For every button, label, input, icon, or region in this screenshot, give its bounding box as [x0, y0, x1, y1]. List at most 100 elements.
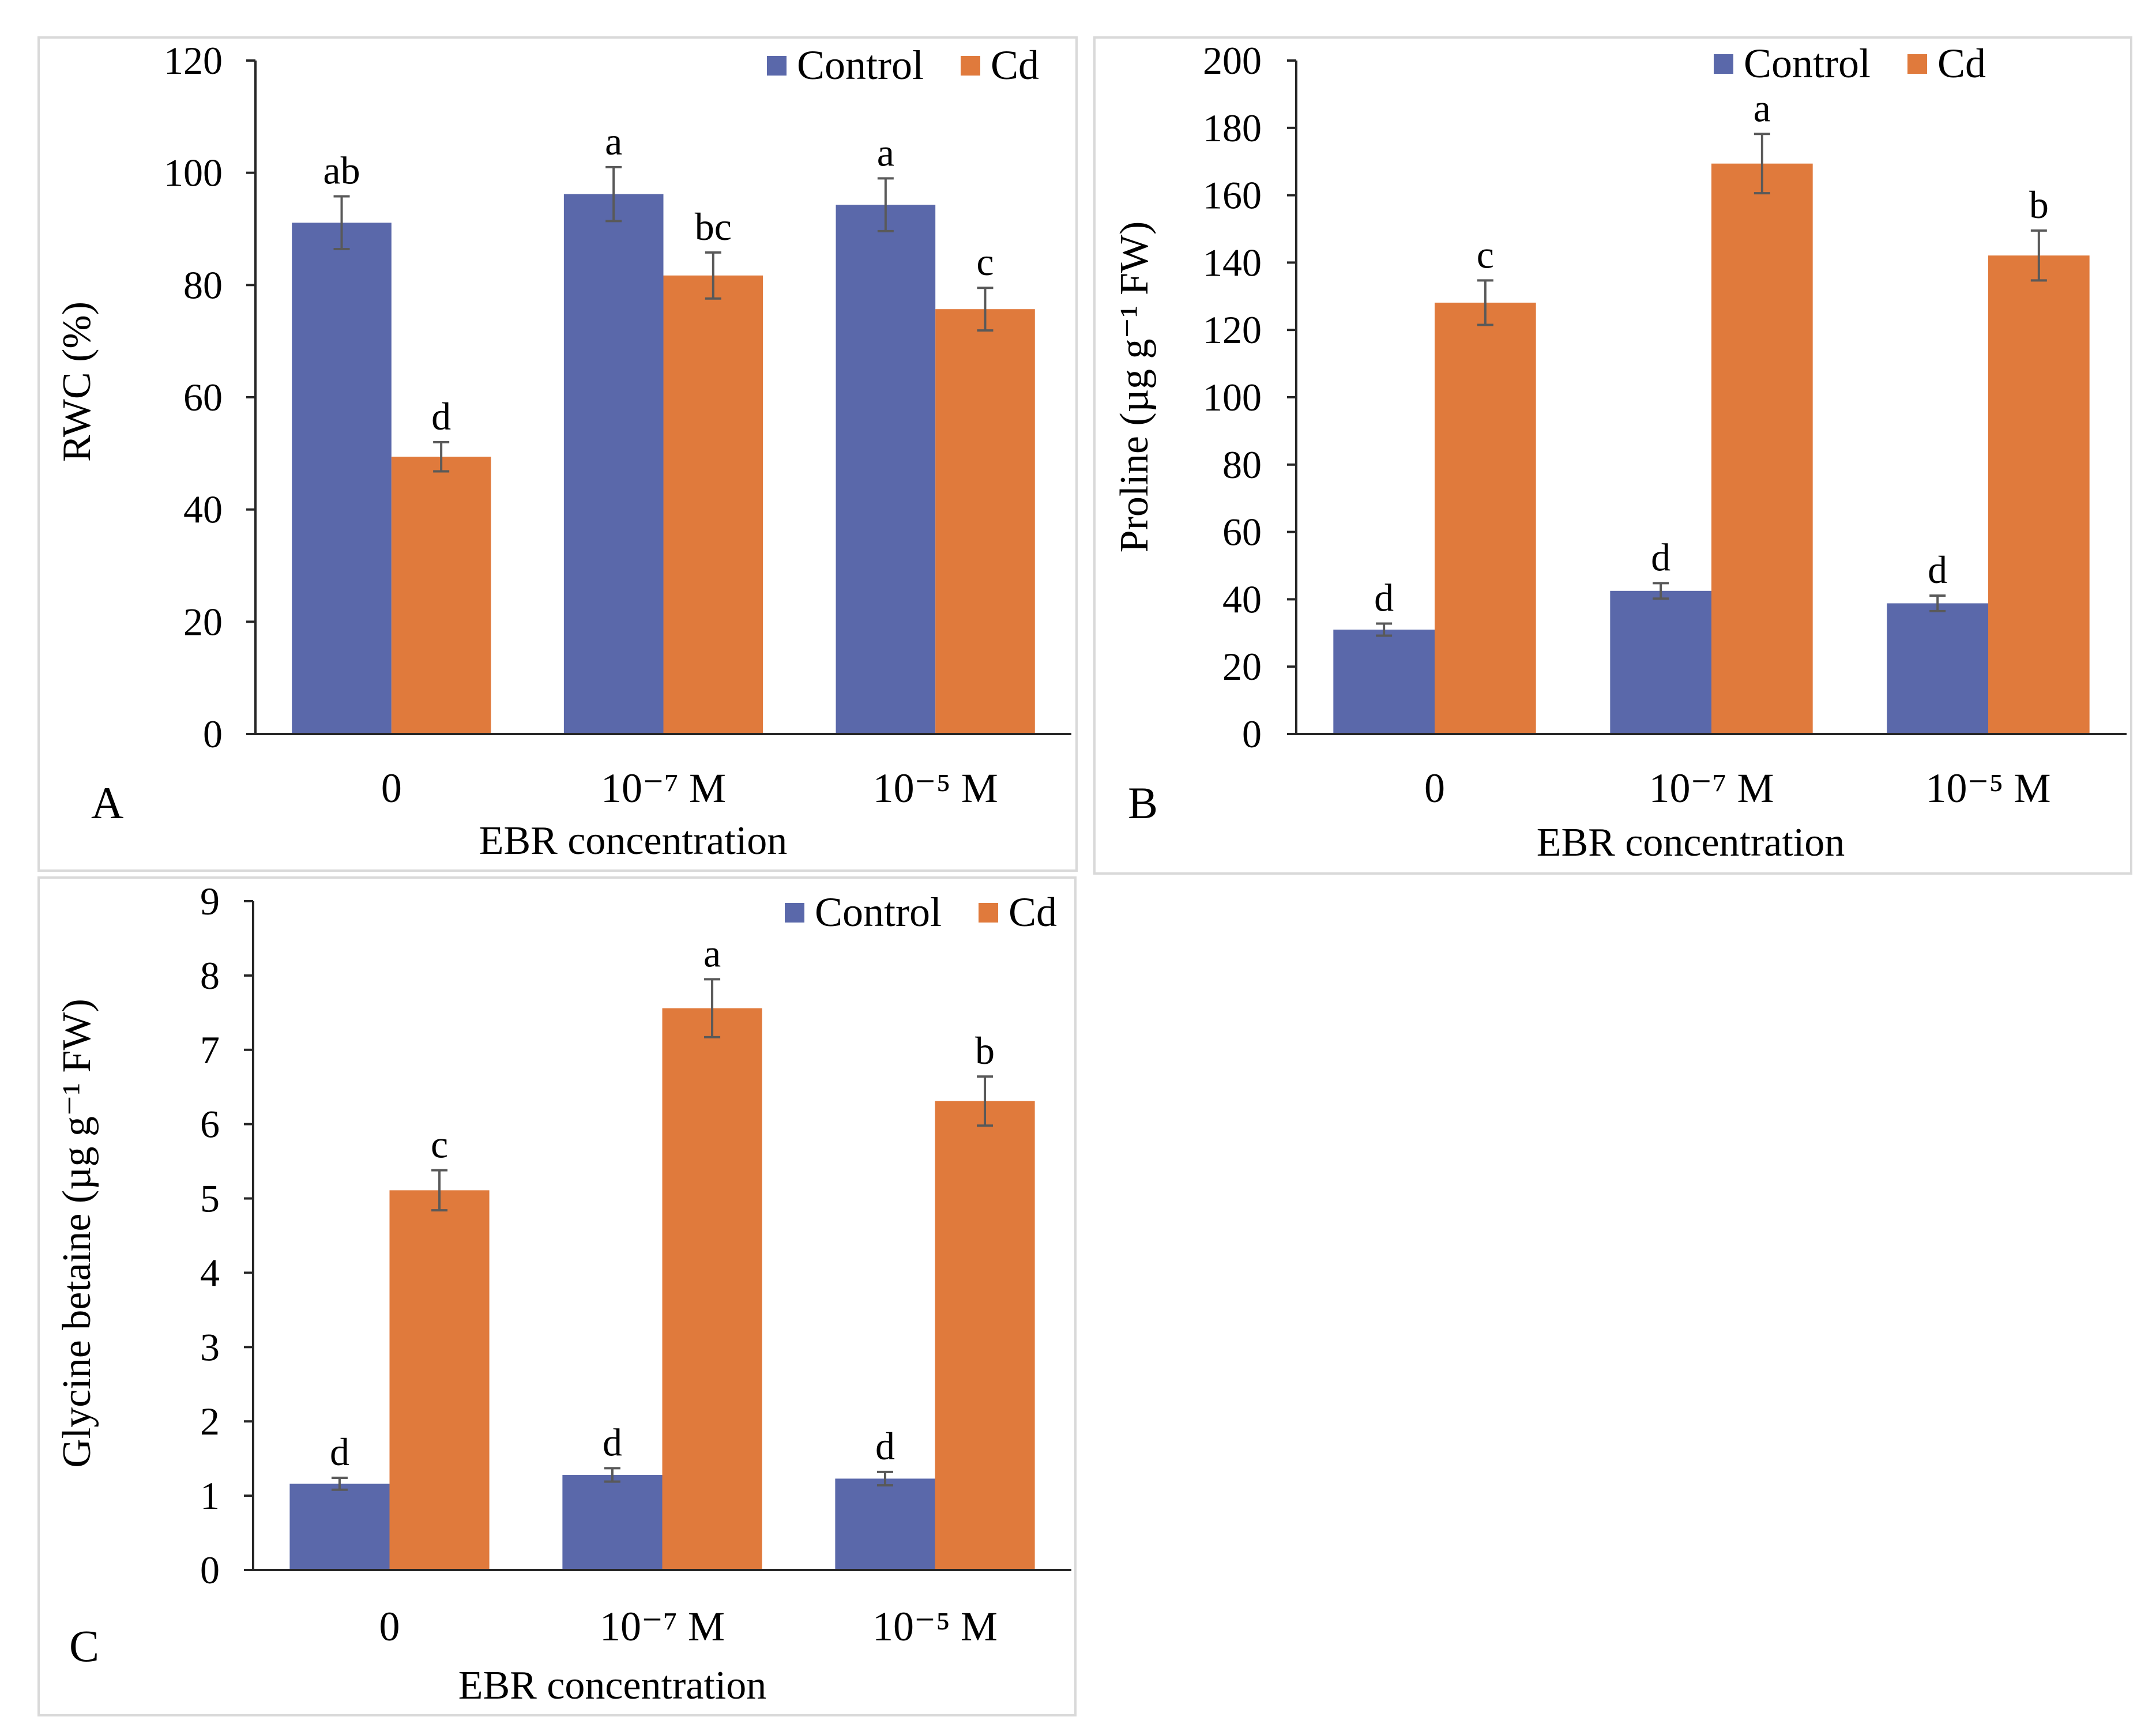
- significance-letter-cd-0: c: [431, 1123, 448, 1166]
- bars: [1333, 163, 2090, 735]
- y-tick-label-4: 4: [200, 1251, 220, 1294]
- bar-cd-0: [391, 457, 491, 734]
- y-tick-label-3: 60: [1222, 510, 1262, 554]
- y-axis-title: Proline (µg g⁻¹ FW): [1112, 221, 1157, 553]
- significance-letter-control-1: a: [605, 119, 622, 163]
- bar-cd-0: [389, 1190, 490, 1570]
- x-tick-label-2: 10⁻⁵ M: [873, 765, 998, 811]
- x-axis-title: EBR concentration: [458, 1663, 767, 1708]
- y-tick-label-10: 200: [1203, 39, 1262, 82]
- bars: [289, 1008, 1035, 1570]
- y-tick-label-9: 9: [200, 879, 220, 923]
- bar-control-1: [563, 194, 664, 734]
- y-axis-title: RWC (%): [55, 302, 99, 462]
- y-tick-label-3: 3: [200, 1325, 220, 1369]
- y-tick-label-0: 0: [1242, 712, 1262, 756]
- legend-swatch-control: [785, 903, 804, 923]
- bar-control-0: [1333, 629, 1435, 734]
- significance-letter-control-0: ab: [323, 149, 360, 193]
- y-tick-label-7: 140: [1203, 240, 1262, 284]
- bar-control-2: [835, 1478, 935, 1570]
- x-axis-title: EBR concentration: [479, 819, 788, 863]
- y-tick-label-1: 20: [1222, 645, 1262, 688]
- bar-cd-0: [1435, 302, 1536, 734]
- panel-label: B: [1128, 778, 1158, 828]
- y-axis-title: Glycine betaine (µg g⁻¹ FW): [55, 999, 99, 1468]
- legend-label-control: Control: [1744, 40, 1871, 86]
- panel-a: ab d a bc a c 0 10⁻⁷ M 10⁻⁵ M 0 20 40 60 80 100 120 RWC …: [37, 36, 1078, 872]
- y-tick-label-0: 0: [200, 1548, 220, 1592]
- y-tick-label-1: 1: [200, 1474, 220, 1518]
- significance-letter-cd-2: b: [2029, 183, 2049, 227]
- significance-letters: d c d a d b: [1374, 86, 2049, 619]
- y-tick-label-4: 80: [183, 263, 223, 307]
- y-tick-label-5: 5: [200, 1177, 220, 1221]
- panel-c: d c d a d b 0 10⁻⁷ M 10⁻⁵ M 0 1 2 3 4 5 6 7 8 9 Glycine bet…: [37, 876, 1077, 1716]
- bar-control-0: [292, 223, 392, 734]
- significance-letters: d c d a d b: [330, 931, 995, 1474]
- panel-b: d c d a d b 0 10⁻⁷ M 10⁻⁵ M 0 20 40 60 80 100 120 140 160…: [1093, 36, 2132, 875]
- legend: Control Cd: [1714, 40, 1986, 86]
- legend-label-control: Control: [815, 889, 942, 935]
- bar-control-2: [836, 205, 936, 734]
- legend-swatch-cd: [979, 903, 998, 923]
- error-bars: [331, 978, 994, 1491]
- y-tick-label-6: 6: [200, 1102, 220, 1146]
- y-tick-label-8: 160: [1203, 174, 1262, 217]
- y-tick-label-7: 7: [200, 1028, 220, 1072]
- legend-label-cd: Cd: [991, 42, 1039, 88]
- y-tick-label-0: 0: [203, 712, 223, 756]
- x-tick-label-0: 0: [379, 1603, 400, 1650]
- significance-letter-cd-0: c: [1477, 232, 1494, 276]
- y-tick-label-2: 40: [183, 488, 223, 532]
- legend: Control Cd: [785, 889, 1057, 935]
- y-tick-label-6: 120: [164, 39, 223, 82]
- bar-control-0: [289, 1484, 390, 1570]
- significance-letter-cd-2: c: [976, 240, 994, 284]
- error-bars: [333, 165, 994, 473]
- bar-cd-1: [662, 1008, 762, 1570]
- significance-letters: ab d a bc a c: [323, 119, 994, 438]
- legend-swatch-cd: [1907, 54, 1927, 74]
- significance-letter-control-0: d: [330, 1430, 349, 1474]
- y-tick-label-9: 180: [1203, 106, 1262, 150]
- bar-control-1: [1610, 590, 1711, 734]
- significance-letter-control-2: a: [877, 130, 894, 174]
- y-tick-label-5: 100: [164, 151, 223, 195]
- bar-cd-2: [935, 1101, 1035, 1570]
- x-tick-label-2: 10⁻⁵ M: [1925, 765, 2050, 811]
- significance-letter-cd-2: b: [975, 1029, 995, 1072]
- significance-letter-cd-1: a: [703, 931, 721, 975]
- legend-swatch-cd: [961, 56, 980, 76]
- bar-cd-1: [663, 275, 763, 735]
- error-bars: [1376, 133, 2047, 637]
- bar-cd-2: [935, 309, 1035, 734]
- significance-letter-control-0: d: [1374, 575, 1394, 619]
- legend-label-cd: Cd: [1937, 40, 1986, 86]
- y-tick-label-2: 2: [200, 1399, 220, 1443]
- bar-cd-2: [1988, 255, 2090, 734]
- significance-letter-cd-0: d: [431, 394, 451, 438]
- bars: [292, 194, 1035, 735]
- x-tick-label-1: 10⁻⁷ M: [601, 765, 726, 811]
- y-tick-label-2: 40: [1222, 577, 1262, 621]
- legend-label-control: Control: [797, 42, 924, 88]
- panel-frame: [37, 876, 1077, 1716]
- bar-control-1: [562, 1475, 663, 1570]
- x-axis-title: EBR concentration: [1537, 820, 1845, 865]
- legend-label-cd: Cd: [1009, 889, 1057, 935]
- significance-letter-control-1: d: [603, 1420, 622, 1464]
- significance-letter-control-2: d: [875, 1424, 895, 1468]
- y-tick-label-5: 100: [1203, 375, 1262, 419]
- significance-letter-cd-1: bc: [695, 205, 732, 249]
- x-tick-label-0: 0: [1424, 765, 1445, 811]
- x-tick-label-1: 10⁻⁷ M: [1649, 765, 1774, 811]
- x-tick-label-2: 10⁻⁵ M: [872, 1603, 998, 1650]
- bar-cd-1: [1711, 163, 1813, 735]
- significance-letter-cd-1: a: [1754, 86, 1771, 130]
- y-tick-label-4: 80: [1222, 443, 1262, 487]
- significance-letter-control-1: d: [1651, 535, 1670, 579]
- y-tick-label-6: 120: [1203, 308, 1262, 352]
- x-tick-label-0: 0: [381, 765, 402, 811]
